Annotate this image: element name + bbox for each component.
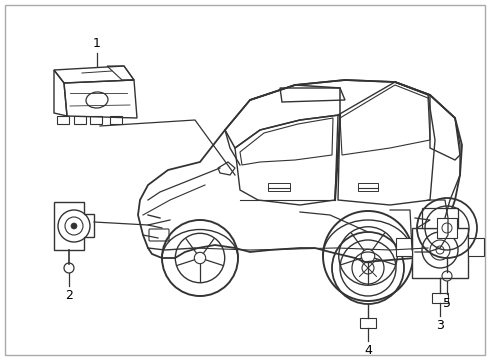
Text: 1: 1	[93, 37, 101, 50]
FancyBboxPatch shape	[437, 218, 457, 238]
Text: 5: 5	[443, 297, 451, 310]
Circle shape	[71, 223, 77, 229]
FancyBboxPatch shape	[396, 238, 412, 256]
FancyBboxPatch shape	[149, 229, 169, 241]
Text: 4: 4	[364, 344, 372, 357]
FancyBboxPatch shape	[422, 208, 458, 228]
FancyBboxPatch shape	[360, 318, 376, 328]
FancyBboxPatch shape	[468, 238, 484, 256]
FancyBboxPatch shape	[268, 183, 290, 191]
Text: 2: 2	[65, 289, 73, 302]
Text: 3: 3	[436, 319, 444, 332]
FancyBboxPatch shape	[358, 183, 378, 191]
FancyBboxPatch shape	[412, 228, 468, 278]
FancyBboxPatch shape	[432, 293, 448, 303]
